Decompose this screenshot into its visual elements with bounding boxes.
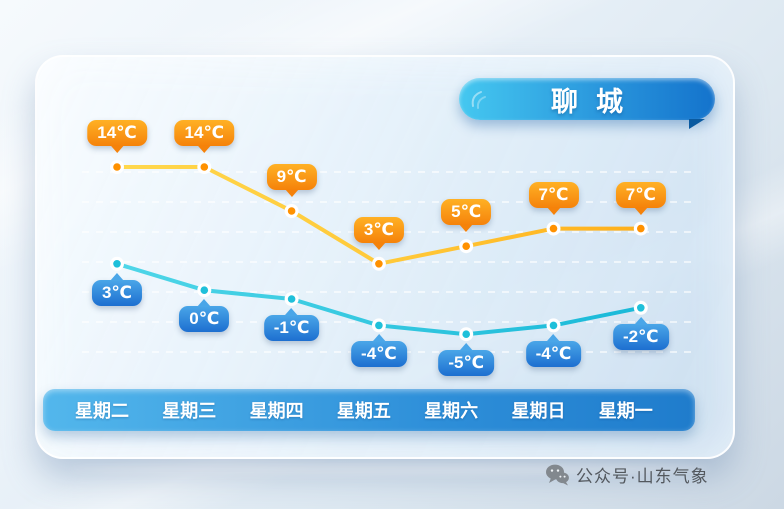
low-temp-badge: -4℃ [351,341,407,368]
high-temp-point [197,160,212,174]
high-temp-badge: 9℃ [266,164,317,190]
low-temp-badge: -5℃ [438,350,495,377]
banner-decor-icon [471,91,486,109]
high-temp-badge: 5℃ [441,199,492,226]
forecast-card: 14℃ 14℃ 9℃ 3℃ 5℃ 7℃ 7℃ 3℃ 0℃ -1℃ -4℃ -5℃ -4℃ -2℃ 聊城 星… [35,55,735,459]
day-label: 星期一 [598,401,653,421]
low-temp-point [459,327,474,342]
wechat-icon [545,463,569,486]
high-temp-badge: 14℃ [87,120,147,146]
watermark-text: 公众号·山东气象 [576,467,709,486]
day-label: 星期四 [249,401,304,421]
low-temp-point [110,256,124,271]
day-label: 星期六 [424,401,479,421]
low-temp-point [371,318,386,333]
low-temp-point [197,283,212,298]
day-label: 星期二 [75,401,129,421]
low-temp-point [546,318,561,333]
high-temp-badge: 3℃ [353,216,404,243]
city-banner-fold [689,119,705,129]
low-temp-point [284,292,299,306]
high-temp-point [110,160,124,174]
high-temp-point [633,221,648,236]
low-temp-badge: -1℃ [263,315,320,341]
high-temp-point [459,239,474,254]
high-temp-point [546,221,561,236]
day-bar: 星期二 星期三 星期四 星期五 星期六 星期日 星期一 [43,389,695,431]
high-temp-badge: 7℃ [528,181,579,208]
high-temp-line [115,165,643,266]
day-label: 星期日 [511,401,566,421]
day-label: 星期三 [162,401,217,421]
low-temp-line [115,261,643,337]
low-temp-badge: -2℃ [612,323,669,350]
high-temp-badge: 14℃ [174,120,235,146]
watermark: 公众号·山东气象 [545,462,709,487]
high-temp-point [284,204,299,218]
low-temp-badge: -4℃ [525,341,582,368]
high-temp-badge: 7℃ [615,181,666,208]
city-banner: 聊城 [459,78,715,129]
day-label: 星期五 [336,401,391,421]
low-temp-badge: 0℃ [179,306,230,333]
high-temp-point [371,256,386,271]
low-temp-badge: 3℃ [91,279,143,306]
city-name: 聊城 [551,86,641,117]
low-temp-point [633,300,648,315]
